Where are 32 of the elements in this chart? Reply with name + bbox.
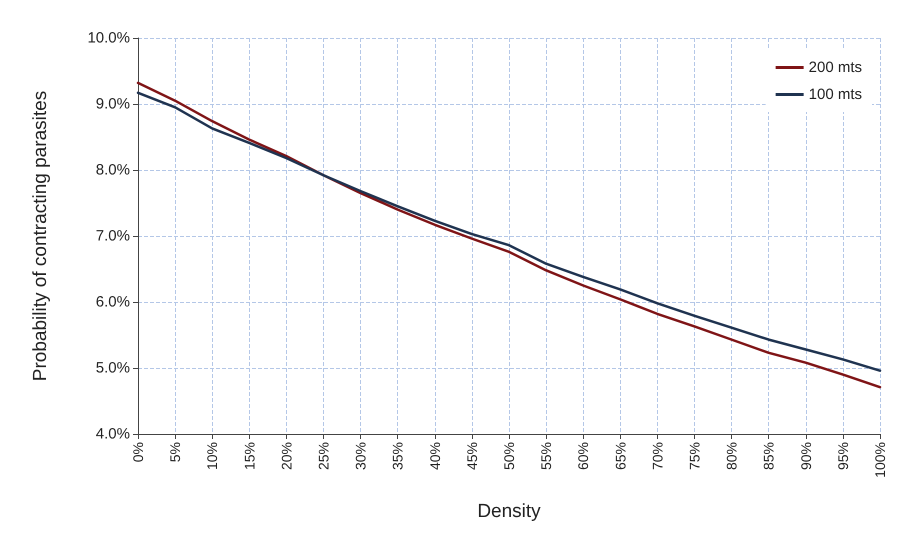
y-tick-label: 8.0% <box>96 162 130 178</box>
x-tick-label: 100% <box>872 442 888 478</box>
x-tick-label: 40% <box>426 442 443 470</box>
x-tick-label: 85% <box>760 442 777 470</box>
legend-label: 200 mts <box>808 59 862 76</box>
x-tick-label: 60% <box>575 442 592 470</box>
y-tick-label: 9.0% <box>96 96 130 112</box>
x-tick-label: 10% <box>204 442 220 470</box>
x-tick-label: 90% <box>798 442 814 470</box>
y-tick-label: 5.0% <box>96 360 130 376</box>
y-axis-title: Probability of contracting parasites <box>30 90 51 382</box>
x-tick-label: 80% <box>724 442 740 470</box>
legend-label: 100 mts <box>808 86 862 103</box>
x-tick-label: 35% <box>390 442 406 470</box>
x-tick-label: 25% <box>316 442 332 470</box>
y-tick-label: 10.0% <box>87 30 130 46</box>
x-tick-label: 5% <box>167 442 184 462</box>
y-tick-label: 6.0% <box>96 294 130 310</box>
x-tick-label: 15% <box>241 442 258 470</box>
x-tick-label: 95% <box>834 442 851 470</box>
x-tick-label: 30% <box>352 442 369 470</box>
x-tick-label: 20% <box>278 442 294 470</box>
x-tick-label: 45% <box>464 442 480 470</box>
x-axis-title: Density <box>477 501 542 522</box>
y-tick-label: 7.0% <box>96 228 130 244</box>
x-tick-label: 55% <box>538 442 554 470</box>
x-tick-label: 0% <box>130 442 146 462</box>
x-tick-label: 50% <box>501 442 517 470</box>
x-tick-label: 75% <box>686 442 702 470</box>
y-tick-label: 4.0% <box>96 426 130 442</box>
x-tick-label: 70% <box>649 442 666 470</box>
x-tick-label: 65% <box>612 442 628 470</box>
